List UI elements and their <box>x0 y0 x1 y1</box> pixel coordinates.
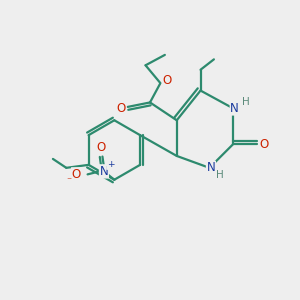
Text: N: N <box>100 165 108 178</box>
Text: H: H <box>242 97 250 107</box>
Text: N: N <box>207 161 215 174</box>
Text: O: O <box>72 168 81 181</box>
Text: +: + <box>107 160 114 169</box>
Text: H: H <box>216 170 224 180</box>
Text: N: N <box>230 102 239 115</box>
Text: O: O <box>162 74 172 87</box>
Text: O: O <box>96 140 106 154</box>
Text: ⁻: ⁻ <box>67 176 72 186</box>
Text: O: O <box>259 138 268 151</box>
Text: O: O <box>116 102 126 115</box>
